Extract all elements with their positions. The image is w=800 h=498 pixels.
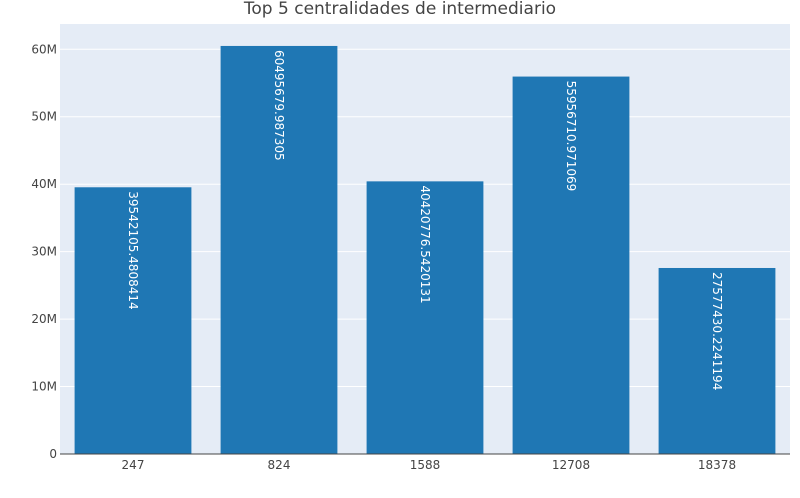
bar bbox=[366, 181, 484, 454]
bar bbox=[658, 267, 776, 454]
y-tick-label: 30M bbox=[31, 245, 57, 259]
bar bbox=[512, 76, 630, 454]
bar-value-label: 55956710.971069 bbox=[564, 81, 578, 192]
bar-value-label: 40420776.5420131 bbox=[418, 185, 432, 303]
bar bbox=[220, 45, 338, 454]
x-tick-label: 18378 bbox=[698, 458, 736, 472]
y-tick-label: 60M bbox=[31, 42, 57, 56]
x-axis: 247 824 1588 12708 18378 bbox=[60, 453, 790, 472]
x-tick-label: 1588 bbox=[410, 458, 441, 472]
bar-value-label: 39542105.4808414 bbox=[126, 191, 140, 309]
bar-value-labels: 39542105.4808414 60495679.987305 40420776.… bbox=[126, 50, 724, 390]
y-tick-label: 40M bbox=[31, 177, 57, 191]
bar-value-label: 60495679.987305 bbox=[272, 50, 286, 161]
bar-value-label: 27577430.2241194 bbox=[710, 272, 724, 390]
x-tick-label: 12708 bbox=[552, 458, 590, 472]
x-tick-label: 247 bbox=[122, 458, 145, 472]
bar bbox=[74, 187, 192, 455]
y-axis: 0 10M 20M 30M 40M 50M 60M bbox=[31, 42, 57, 461]
y-tick-label: 50M bbox=[31, 110, 57, 124]
y-tick-label: 0 bbox=[49, 447, 57, 461]
y-tick-label: 20M bbox=[31, 312, 57, 326]
bars bbox=[74, 45, 776, 455]
y-tick-label: 10M bbox=[31, 380, 57, 394]
chart-title: Top 5 centralidades de intermediario bbox=[243, 0, 556, 19]
x-tick-label: 824 bbox=[268, 458, 291, 472]
